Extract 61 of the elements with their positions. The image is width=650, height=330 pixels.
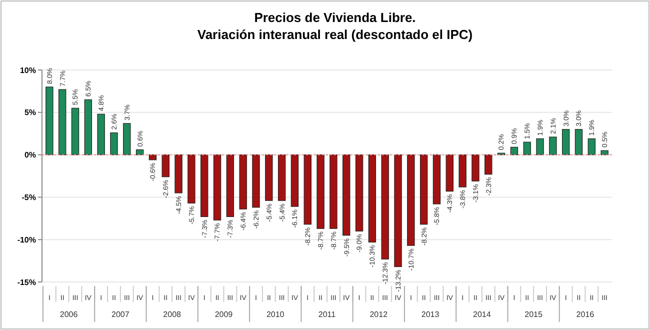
bar: [355, 154, 364, 232]
bar: [316, 154, 324, 229]
text: 2016: [576, 310, 595, 319]
bar: [84, 99, 92, 156]
bar: [252, 154, 260, 208]
bar: [536, 138, 544, 156]
bar: [484, 154, 492, 175]
bar: [562, 129, 570, 156]
bar: [148, 154, 157, 160]
bar: [162, 154, 170, 178]
bar: [200, 154, 208, 218]
y-tick-label: 5%: [24, 108, 36, 118]
bar: [110, 132, 118, 156]
bar: [71, 108, 80, 156]
bar: [342, 154, 350, 236]
bar: [58, 89, 66, 156]
bar: [304, 154, 312, 225]
y-tick-label: 0%: [24, 150, 36, 160]
bar: [330, 154, 338, 229]
bar: [381, 154, 389, 260]
y-tick-label: 10%: [20, 66, 36, 75]
bar: [290, 154, 299, 207]
text: 2006: [60, 310, 78, 319]
text: 2015: [524, 310, 544, 319]
bar: [46, 86, 54, 156]
bar: [239, 154, 247, 210]
text: 2010: [266, 310, 285, 319]
bar: [368, 154, 376, 242]
y-tick-label: -15%: [17, 278, 36, 287]
y-tick-label: -10%: [17, 235, 36, 244]
bar: [394, 154, 402, 268]
bar: [420, 154, 428, 225]
bar: [407, 154, 415, 246]
bar: [549, 136, 557, 156]
text: 2012: [370, 310, 388, 319]
bar: [136, 149, 144, 156]
bar: [213, 154, 222, 220]
bar: [446, 154, 454, 192]
bar: [600, 150, 608, 156]
text: 2011: [318, 310, 336, 319]
bar: [265, 154, 273, 201]
bar: [188, 154, 196, 204]
bar: [510, 146, 518, 156]
bar: [588, 138, 596, 156]
bar: [472, 154, 480, 182]
bar: [432, 154, 441, 204]
text: 2009: [214, 310, 234, 319]
bar: [97, 114, 105, 156]
text: 2007: [112, 310, 130, 319]
bar: [123, 123, 131, 156]
bar: [278, 154, 286, 201]
y-tick-label: -5%: [22, 193, 36, 202]
chart-title: Precios de Vivienda Libre. Variación interanual real (descontado el IPC): [197, 10, 473, 42]
text: 2014: [473, 310, 492, 319]
bar: [226, 154, 234, 218]
text: 2008: [163, 310, 182, 319]
bar: [574, 129, 583, 156]
bar: [458, 154, 466, 188]
text: 2013: [421, 310, 440, 319]
bar: [174, 154, 182, 194]
bar: [523, 142, 531, 156]
